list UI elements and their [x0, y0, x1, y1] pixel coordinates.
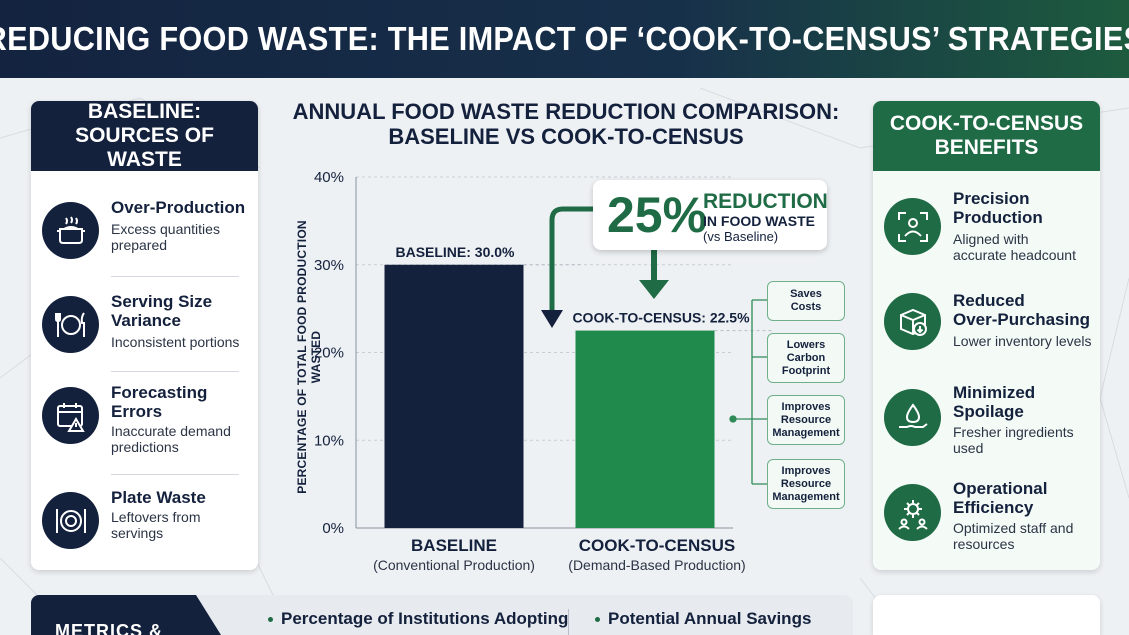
y-tick-label: 30% [314, 257, 344, 274]
waste-source-desc: Excess quantities prepared [111, 221, 220, 253]
metrics-label: METRICS & [55, 621, 163, 635]
metrics-strip: METRICS & Percentage of Institutions Ado… [31, 595, 853, 635]
page-title: REDUCING FOOD WASTE: THE IMPACT OF ‘COOK… [0, 20, 1129, 57]
divider [568, 609, 569, 635]
benefit-connectors [729, 299, 767, 485]
waste-source-title: Serving Size Variance [111, 292, 213, 330]
benefits-panel-header: COOK-TO-CENSUS BENEFITS [873, 101, 1100, 171]
y-tick-label: 0% [322, 520, 344, 537]
reduction-subheading: IN FOOD WASTE [703, 213, 815, 229]
benefit-tag: Lowers Carbon Footprint [767, 333, 845, 383]
baseline-panel-header: BASELINE: SOURCES OF WASTE [31, 101, 258, 171]
benefit-item: Operational Efficiency Optimized staff a… [884, 479, 1094, 565]
chart-title: ANNUAL FOOD WASTE REDUCTION COMPARISON: … [292, 99, 840, 149]
waste-source-title: Over-Production [111, 198, 246, 217]
x-category-sublabel: (Demand-Based Production) [568, 557, 746, 573]
reduction-callout: 25% REDUCTION IN FOOD WASTE (vs Baseline… [593, 180, 828, 250]
y-tick-label: 10% [314, 432, 344, 449]
metric-heading: Percentage of Institutions Adopting [281, 609, 569, 628]
bar [575, 330, 715, 528]
bottom-right-card [873, 595, 1100, 635]
reduction-note: (vs Baseline) [703, 229, 779, 244]
benefit-tag: Improves Resource Management [767, 395, 845, 445]
reduction-arrow [541, 206, 669, 328]
baseline-panel-title: BASELINE: SOURCES OF WASTE [75, 101, 214, 171]
benefit-item: Reduced Over-Purchasing Lower inventory … [884, 291, 1094, 377]
bar [384, 264, 524, 528]
waste-source-title: Plate Waste [111, 488, 206, 507]
x-category-sublabel: (Conventional Production) [373, 557, 535, 573]
calendar-warning-icon [42, 387, 99, 444]
waste-source-item: Plate Waste Leftovers from servings [42, 488, 252, 570]
bar-data-label: BASELINE: 30.0% [395, 244, 515, 260]
waste-source-item: Over-Production Excess quantities prepar… [42, 198, 252, 284]
dinner-plate-icon [42, 492, 99, 549]
x-category-label: BASELINE (Conventional Production) [354, 536, 554, 573]
benefit-tag: Saves Costs [767, 281, 845, 321]
bar-data-label: COOK-TO-CENSUS: 22.5% [572, 310, 750, 326]
metric-heading: Potential Annual Savings [608, 609, 812, 628]
bullet-icon [595, 617, 600, 622]
benefit-desc: Optimized staff and resources [953, 520, 1074, 552]
benefit-title: Precision Production [953, 189, 1043, 227]
divider [111, 371, 239, 372]
reduction-heading: REDUCTION [703, 190, 828, 213]
benefit-title: Reduced Over-Purchasing [953, 291, 1090, 329]
divider [111, 276, 239, 277]
y-tick-label: 40% [314, 169, 344, 186]
y-tick-label: 20% [314, 345, 344, 362]
benefit-title: Operational Efficiency [953, 479, 1048, 517]
x-category-name: COOK-TO-CENSUS [578, 536, 736, 555]
pot-icon [42, 202, 99, 259]
plate-utensils-icon [42, 296, 99, 353]
metrics-label-tab: METRICS & [31, 595, 221, 635]
box-down-icon [884, 293, 941, 350]
benefit-tag: Improves Resource Management [767, 459, 845, 509]
waste-source-desc: Leftovers from servings [111, 509, 201, 541]
bullet-icon [268, 617, 273, 622]
benefit-desc: Lower inventory levels [953, 333, 1092, 349]
divider [111, 474, 239, 475]
baseline-sources-panel: BASELINE: SOURCES OF WASTE Over-Producti… [31, 101, 258, 570]
benefit-item: Minimized Spoilage Fresher ingredients u… [884, 383, 1094, 469]
benefits-panel-title: COOK-TO-CENSUS BENEFITS [889, 112, 1084, 159]
reduction-percent: 25% [607, 187, 708, 243]
x-category-name: BASELINE [411, 536, 497, 555]
cook-to-census-benefits-panel: COOK-TO-CENSUS BENEFITS Precision Produc… [873, 101, 1100, 570]
benefit-item: Precision Production Aligned with accura… [884, 189, 1094, 275]
gear-people-icon [884, 484, 941, 541]
waste-source-desc: Inaccurate demand predictions [111, 423, 231, 455]
benefit-title: Minimized Spoilage [953, 383, 1036, 421]
x-category-label: COOK-TO-CENSUS (Demand-Based Production) [557, 536, 757, 573]
hand-drop-icon [884, 389, 941, 446]
benefit-desc: Aligned with accurate headcount [953, 231, 1076, 263]
waste-source-title: Forecasting Errors [111, 383, 208, 421]
person-focus-icon [884, 198, 941, 255]
waste-source-item: Forecasting Errors Inaccurate demand pre… [42, 383, 252, 469]
page-header: REDUCING FOOD WASTE: THE IMPACT OF ‘COOK… [0, 0, 1129, 78]
waste-source-item: Serving Size Variance Inconsistent porti… [42, 292, 252, 378]
benefit-desc: Fresher ingredients used [953, 424, 1074, 456]
waste-source-desc: Inconsistent portions [111, 334, 240, 350]
